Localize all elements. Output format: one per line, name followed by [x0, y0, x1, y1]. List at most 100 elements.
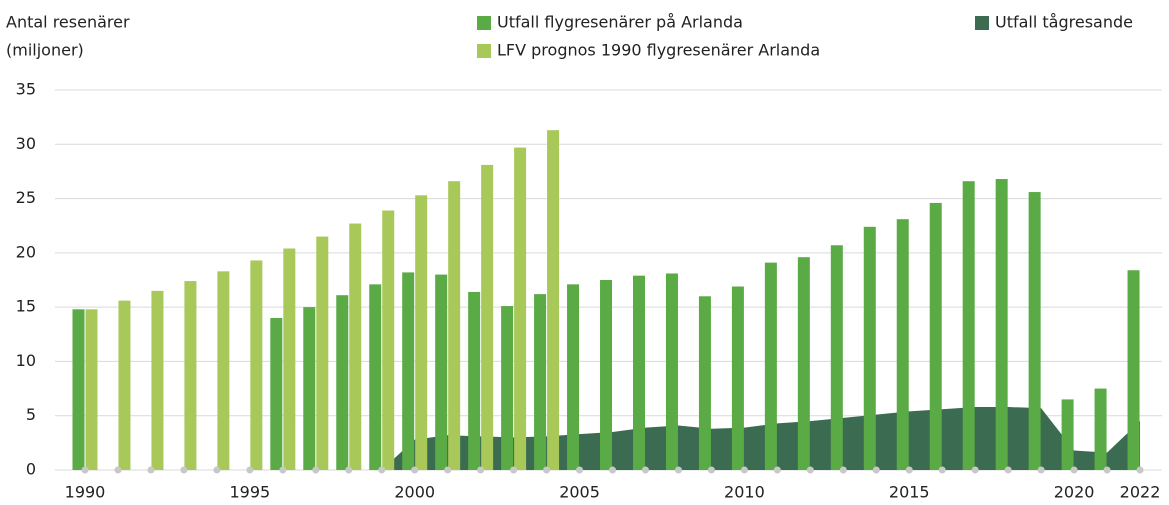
legend-swatch: [477, 16, 491, 30]
bar: [534, 294, 547, 470]
bar: [567, 284, 580, 470]
y-tick-label: 30: [16, 134, 36, 153]
axis-dot: [180, 466, 188, 474]
axis-dot: [740, 466, 748, 474]
bar: [830, 245, 843, 470]
bar: [349, 223, 362, 470]
bar: [435, 274, 448, 470]
axis-dot: [1004, 466, 1012, 474]
bar: [283, 248, 296, 470]
bar: [1094, 388, 1107, 470]
bar: [468, 291, 481, 470]
x-tick-label: 2010: [724, 483, 765, 502]
bar: [1061, 399, 1074, 470]
y-axis-label: Antal resenärer: [6, 13, 130, 32]
bar: [217, 271, 230, 470]
bar: [118, 300, 131, 470]
y-tick-label: 25: [16, 188, 36, 207]
bar: [250, 260, 263, 470]
bar: [72, 309, 85, 470]
axis-dot: [1037, 466, 1045, 474]
axis-dot: [411, 466, 419, 474]
axis-dot: [1136, 466, 1144, 474]
axis-dot: [477, 466, 485, 474]
axis-dot: [510, 466, 518, 474]
bar: [764, 262, 777, 470]
area: [381, 407, 1141, 470]
bar: [600, 280, 613, 470]
axis-dot: [609, 466, 617, 474]
x-tick-label: 1990: [65, 483, 106, 502]
axis-dot: [905, 466, 913, 474]
bar: [995, 179, 1008, 470]
y-tick-label: 15: [16, 297, 36, 316]
bar: [514, 147, 527, 471]
axis-dot: [938, 466, 946, 474]
axis-dot: [444, 466, 452, 474]
axis-dot: [114, 466, 122, 474]
axis-dot: [576, 466, 584, 474]
bar: [85, 309, 98, 470]
x-tick-label: 2015: [889, 483, 930, 502]
axis-dot: [971, 466, 979, 474]
bar: [1127, 270, 1140, 470]
bar: [863, 226, 876, 470]
bar: [929, 202, 942, 470]
bar: [151, 290, 164, 470]
x-tick-label: 1995: [229, 483, 270, 502]
bar: [962, 181, 975, 470]
axis-dot: [806, 466, 814, 474]
bar: [303, 307, 316, 470]
bar: [184, 281, 197, 470]
axis-dot: [81, 466, 89, 474]
bar: [448, 181, 461, 470]
bar: [1028, 192, 1041, 471]
bar: [632, 275, 645, 470]
bar: [316, 236, 329, 470]
y-axis-label: (miljoner): [6, 41, 84, 60]
bar: [698, 296, 711, 470]
legend-swatch: [477, 44, 491, 58]
y-tick-label: 35: [16, 80, 36, 99]
y-tick-label: 20: [16, 242, 36, 261]
bar: [547, 130, 560, 470]
x-tick-label: 2005: [559, 483, 600, 502]
bar: [896, 219, 909, 470]
axis-dot: [246, 466, 254, 474]
axis-dot: [707, 466, 715, 474]
axis-dot: [378, 466, 386, 474]
bar: [501, 306, 514, 470]
legend-label: LFV prognos 1990 flygresenärer Arlanda: [497, 41, 820, 60]
y-tick-label: 0: [26, 460, 36, 479]
bar: [797, 257, 810, 470]
legend-label: Utfall flygresenärer på Arlanda: [497, 13, 743, 32]
bar: [382, 210, 395, 470]
bar: [415, 195, 428, 471]
axis-dot: [674, 466, 682, 474]
axis-dot: [839, 466, 847, 474]
x-tick-label: 2020: [1054, 483, 1095, 502]
axis-dot: [641, 466, 649, 474]
bar: [481, 164, 494, 470]
axis-dot: [345, 466, 353, 474]
bar: [731, 286, 744, 470]
axis-dot: [773, 466, 781, 474]
axis-dot: [872, 466, 880, 474]
legend-label: Utfall tågresande: [995, 13, 1133, 32]
bar: [270, 318, 283, 470]
axis-dot: [312, 466, 320, 474]
y-tick-label: 10: [16, 351, 36, 370]
axis-dot: [213, 466, 221, 474]
bar: [369, 284, 382, 470]
axis-dot: [279, 466, 287, 474]
bar: [336, 295, 349, 470]
bar: [665, 273, 678, 470]
axis-dot: [147, 466, 155, 474]
axis-dot: [543, 466, 551, 474]
axis-dot: [1103, 466, 1111, 474]
x-tick-label: 2022: [1120, 483, 1161, 502]
y-tick-label: 5: [26, 405, 36, 424]
legend-swatch: [975, 16, 989, 30]
x-tick-label: 2000: [394, 483, 435, 502]
